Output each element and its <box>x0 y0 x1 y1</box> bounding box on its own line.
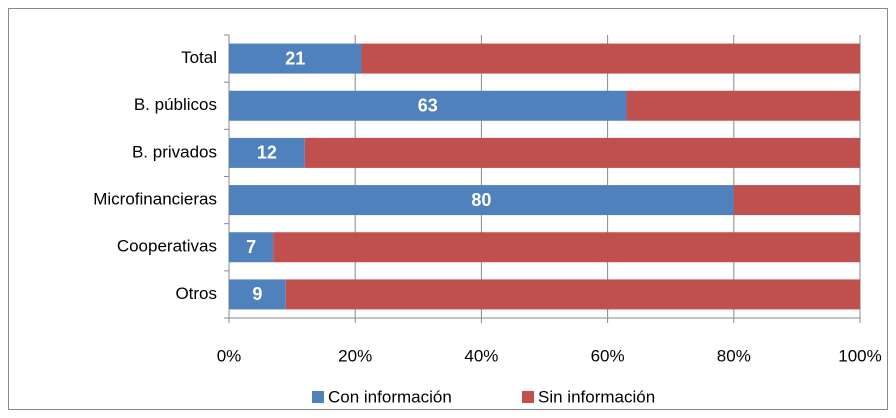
bar-segment <box>361 43 860 74</box>
value-label: 12 <box>257 143 277 163</box>
value-label: 63 <box>418 96 438 116</box>
bar-segment <box>229 279 286 310</box>
legend-label: Sin información <box>538 387 655 406</box>
bar-segment <box>229 137 305 168</box>
y-tick-label: B. privados <box>132 142 217 161</box>
value-label: 21 <box>285 48 305 68</box>
bar-segment <box>229 43 362 74</box>
x-tick-label: 60% <box>591 346 625 365</box>
x-tick-label: 40% <box>464 346 498 365</box>
bar-segment <box>273 232 860 263</box>
legend-label: Con información <box>328 387 452 406</box>
bar-segment <box>229 185 734 216</box>
value-label: 9 <box>252 284 262 304</box>
legend-swatch <box>522 391 534 403</box>
y-tick-label: B. públicos <box>134 95 217 114</box>
legend-swatch <box>312 391 324 403</box>
x-tick-label: 80% <box>717 346 751 365</box>
x-tick-label: 100% <box>838 346 881 365</box>
value-label: 7 <box>246 237 256 257</box>
y-tick-label: Cooperativas <box>117 237 217 256</box>
x-tick-label: 0% <box>217 346 242 365</box>
bar-segment <box>304 137 861 168</box>
bar-segment <box>229 90 627 121</box>
bar-segment <box>733 185 860 216</box>
bar-segment <box>285 279 860 310</box>
x-tick-label: 20% <box>338 346 372 365</box>
y-tick-label: Otros <box>175 284 217 303</box>
bar-segment <box>229 232 274 263</box>
y-tick-label: Total <box>181 48 217 67</box>
bar-segment <box>626 90 860 121</box>
value-label: 80 <box>471 190 491 210</box>
y-tick-label: Microfinancieras <box>93 190 217 209</box>
